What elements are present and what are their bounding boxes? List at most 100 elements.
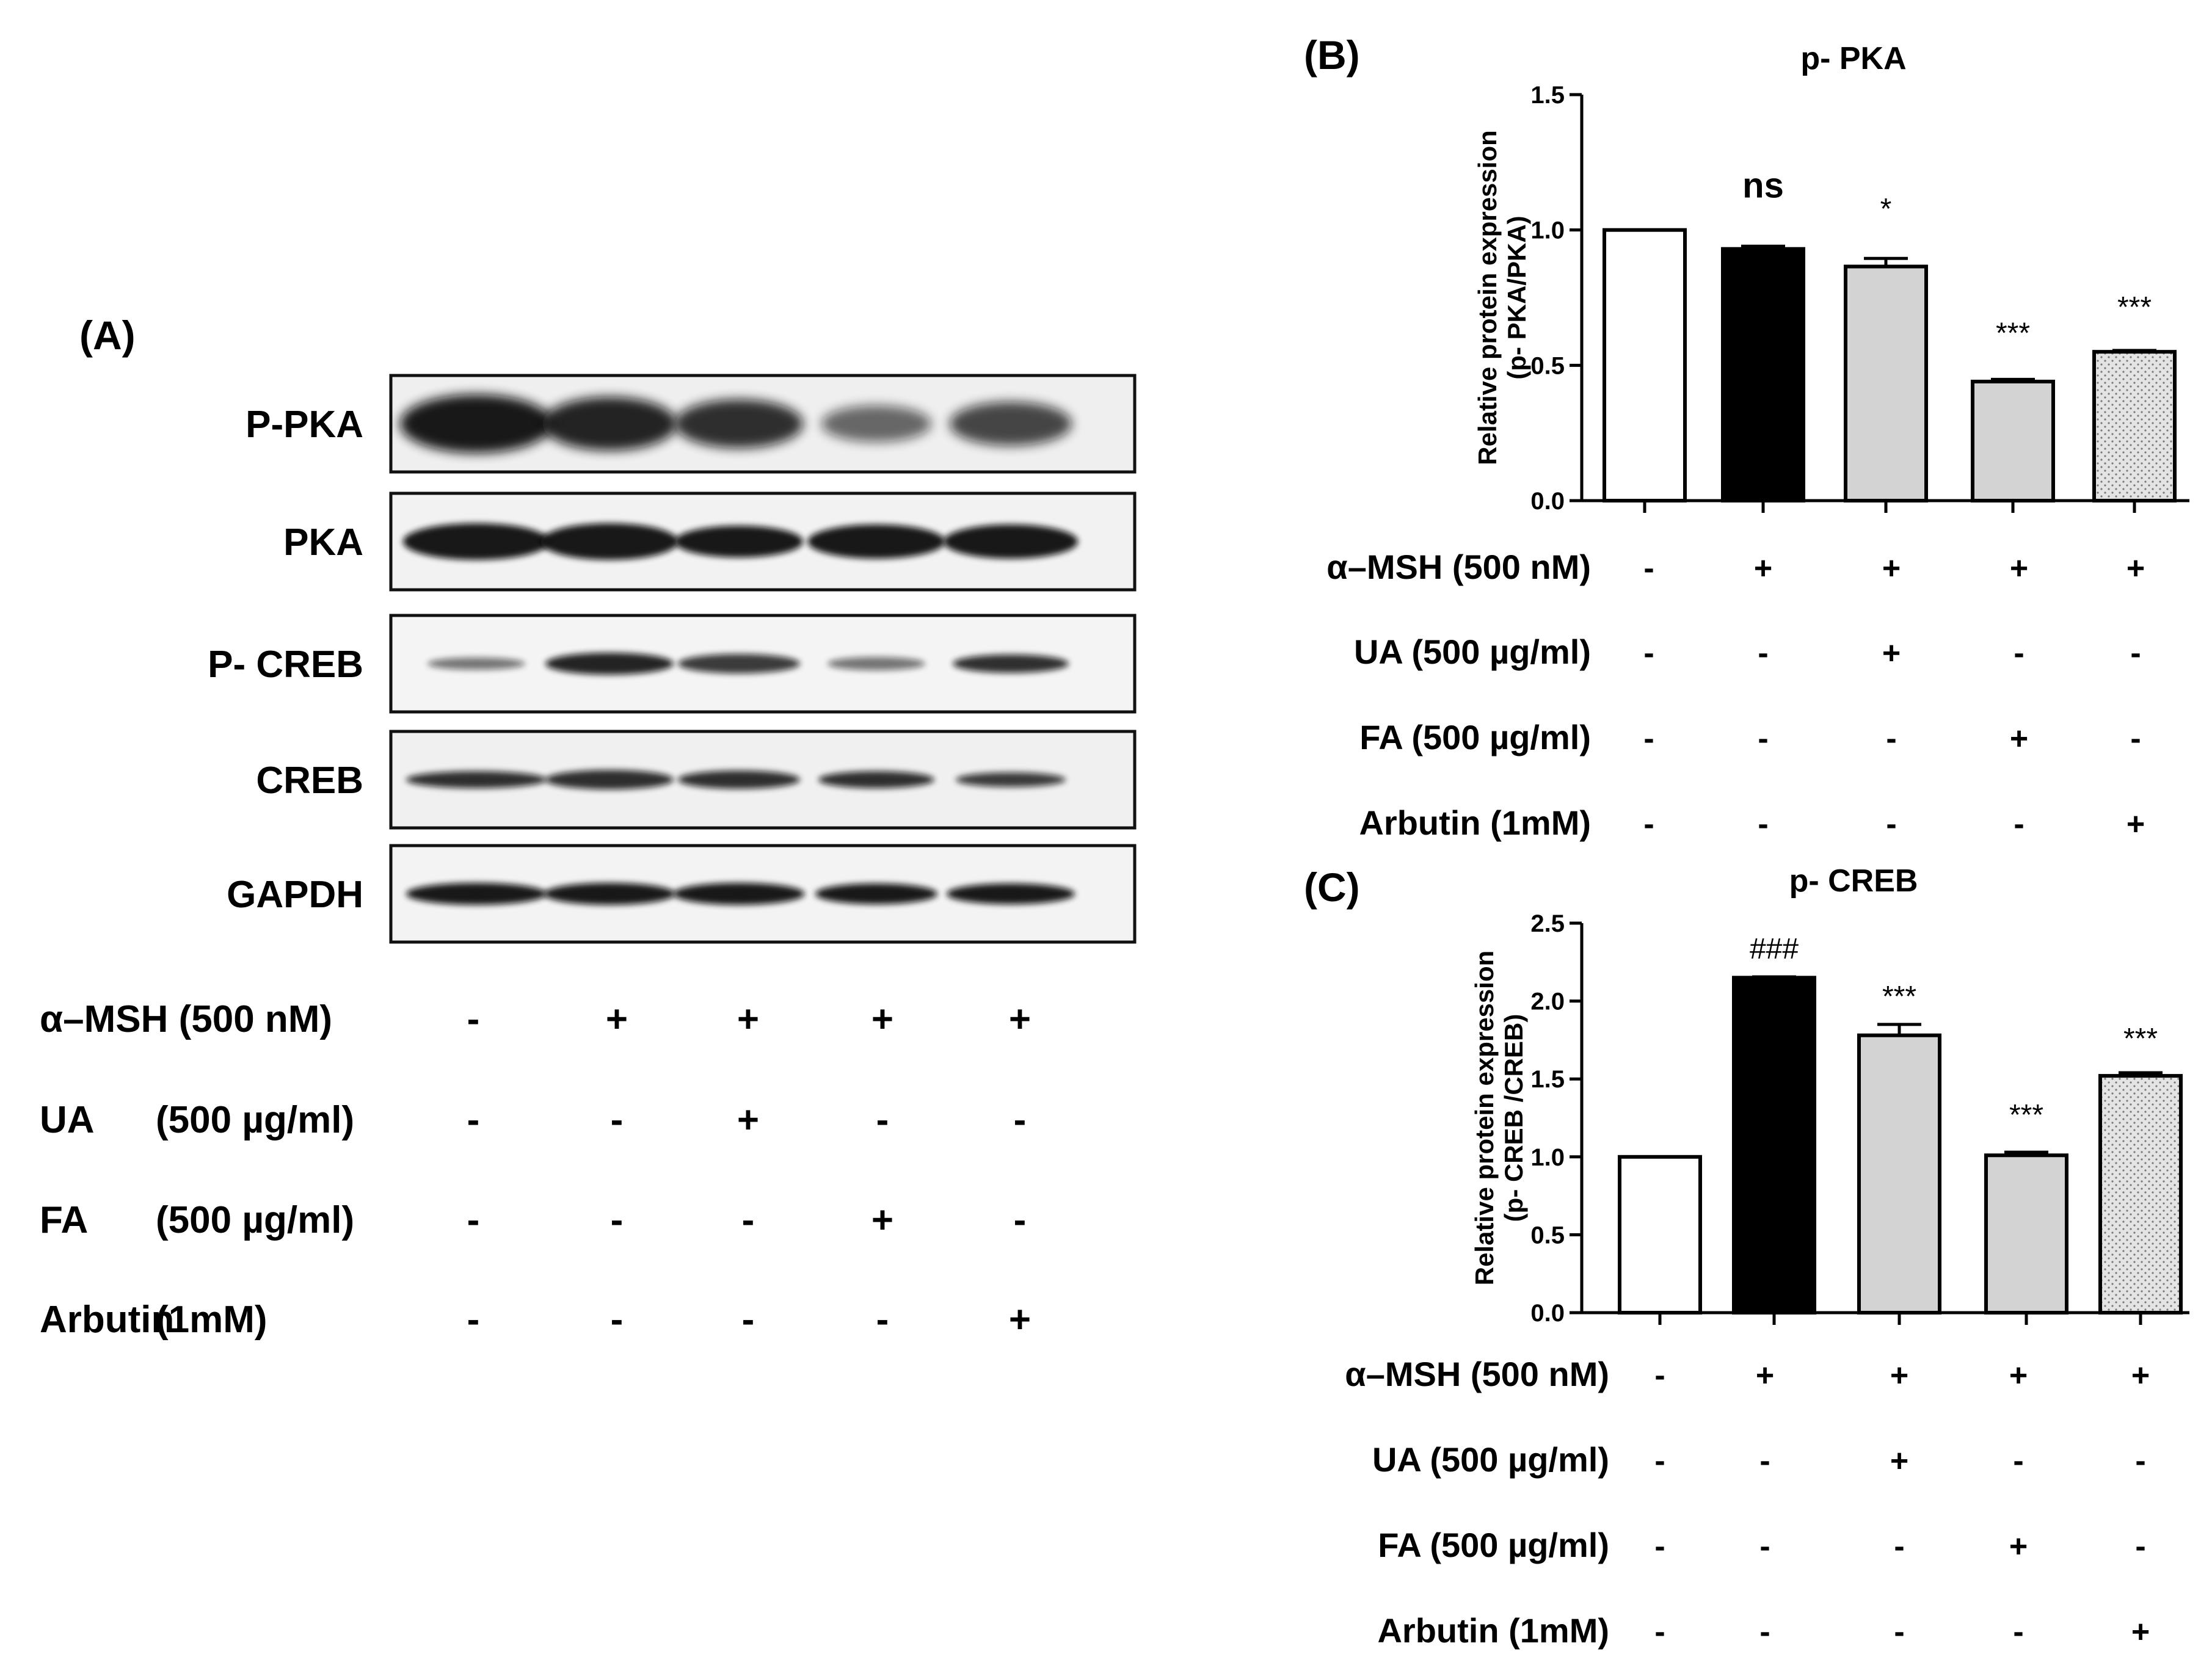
y-tick-label: 1.0 <box>1530 1144 1565 1171</box>
blot-band <box>944 524 1078 559</box>
blot-band <box>678 654 800 673</box>
blot-name: P- CREB <box>208 644 363 686</box>
treatment-sign: + <box>2009 1358 2028 1393</box>
y-axis-label-line1: Relative protein expression <box>1473 130 1502 465</box>
bar <box>1844 264 1928 502</box>
treatment-sign: - <box>1643 721 1654 756</box>
treatment-sign: - <box>876 1299 889 1341</box>
y-tick-label: 1.5 <box>1530 82 1565 109</box>
treatment-sign: - <box>1758 807 1768 842</box>
blot-band <box>815 883 937 904</box>
blot-band <box>818 771 934 788</box>
significance-label: * <box>1880 193 1892 225</box>
treatment-sign: - <box>611 1299 624 1341</box>
blot-band <box>675 399 803 448</box>
treatment-concentration: (1mM) <box>156 1299 267 1341</box>
treatment-sign: - <box>1759 1614 1770 1650</box>
blot-band <box>947 883 1075 904</box>
significance-label: ### <box>1750 933 1799 965</box>
blot-band <box>406 883 547 905</box>
treatment-row: FA (500 µg/ml) - - - + - <box>40 1199 1026 1241</box>
blot-row: CREB <box>256 730 1137 830</box>
blot-band <box>950 402 1072 446</box>
western-blots: P-PKA PKA P- CREB CREB GAPDH <box>208 374 1137 944</box>
treatment-sign: + <box>2131 1358 2150 1393</box>
treatment-name: Arbutin (1mM) <box>1359 803 1591 842</box>
treatment-concentration: (500 µg/ml) <box>156 1099 354 1141</box>
treatment-sign: - <box>1014 1199 1027 1241</box>
treatment-name: FA <box>40 1199 88 1241</box>
treatment-sign: - <box>2014 636 2024 671</box>
blot-band <box>545 653 674 675</box>
treatment-sign: - <box>1643 807 1654 842</box>
blot-band <box>540 523 679 560</box>
significance-label: *** <box>2123 1023 2158 1055</box>
panel-label: (C) <box>1304 865 1360 910</box>
treatment-sign: + <box>871 998 893 1040</box>
treatment-name: FA (500 µg/ml) <box>1359 718 1591 756</box>
treatment-name: UA (500 µg/ml) <box>1354 633 1591 671</box>
treatment-sign: - <box>1894 1614 1904 1650</box>
treatment-sign: + <box>1009 998 1031 1040</box>
treatment-sign: - <box>2135 1443 2145 1479</box>
treatment-sign: + <box>606 998 628 1040</box>
treatment-sign: - <box>2130 636 2141 671</box>
treatment-name: Arbutin (1mM) <box>1377 1611 1609 1650</box>
panel-a-label: (A) <box>79 313 136 358</box>
y-tick-label: 2.5 <box>1530 910 1565 937</box>
treatment-sign: - <box>2130 721 2141 756</box>
treatment-sign: + <box>1882 636 1901 671</box>
treatment-sign: - <box>611 1199 624 1241</box>
treatment-sign: - <box>1758 636 1768 671</box>
panel-label: (B) <box>1304 32 1360 78</box>
treatment-sign: - <box>467 1099 480 1141</box>
blot-row: PKA <box>283 491 1137 592</box>
treatment-sign: + <box>1890 1358 1908 1393</box>
treatment-sign: - <box>2135 1529 2145 1564</box>
treatment-sign: - <box>611 1099 624 1141</box>
y-axis-label-line1: Relative protein expression <box>1470 951 1499 1286</box>
blot-row: GAPDH <box>227 844 1137 944</box>
panel-a: (A) P-PKA PKA P- CREB CREB GAPDH α–MSH (500 … <box>40 313 1137 1341</box>
treatment-sign: - <box>1759 1443 1770 1479</box>
significance-label: *** <box>2117 291 2152 324</box>
treatment-sign: - <box>467 998 480 1040</box>
treatment-sign: + <box>1754 551 1772 586</box>
treatment-sign: - <box>1758 721 1768 756</box>
treatment-sign: + <box>2127 807 2145 842</box>
blot-band <box>400 394 553 453</box>
significance-label: *** <box>2009 1099 2043 1131</box>
bar <box>1732 976 1816 1315</box>
treatment-name: Arbutin <box>40 1299 174 1341</box>
bar <box>1984 1153 2068 1315</box>
treatment-sign: + <box>737 1099 759 1141</box>
treatment-name: α–MSH (500 nM) <box>40 998 332 1040</box>
blot-name: P-PKA <box>246 404 363 446</box>
bar <box>1618 1155 1702 1315</box>
treatment-name: α–MSH (500 nM) <box>1326 548 1591 586</box>
blot-band <box>953 655 1069 673</box>
blot-band <box>403 523 550 560</box>
y-tick-label: 0.5 <box>1530 352 1565 379</box>
treatment-sign: + <box>2131 1614 2150 1650</box>
treatment-sign: - <box>1654 1443 1665 1479</box>
treatment-sign: - <box>1894 1529 1904 1564</box>
blot-row: P- CREB <box>208 614 1137 714</box>
y-tick-label: 0.0 <box>1530 488 1565 515</box>
bar <box>1721 247 1805 502</box>
bar <box>1857 1033 1941 1315</box>
blot-band <box>956 772 1066 787</box>
blot-band <box>544 883 675 905</box>
treatment-sign: - <box>1759 1529 1770 1564</box>
treatment-sign: - <box>1643 636 1654 671</box>
treatment-concentration: (500 µg/ml) <box>156 1199 354 1241</box>
chart-title: p- PKA <box>1800 41 1906 76</box>
significance-label: *** <box>1882 981 1916 1013</box>
treatment-row: Arbutin(1mM) - - - - + <box>40 1299 1031 1341</box>
blot-band <box>673 883 805 905</box>
treatment-sign: - <box>2013 1614 2023 1650</box>
treatment-row: α–MSH (500 nM) - + + + + <box>40 998 1031 1040</box>
treatment-sign: + <box>2010 721 2028 756</box>
treatment-sign: - <box>1886 807 1896 842</box>
